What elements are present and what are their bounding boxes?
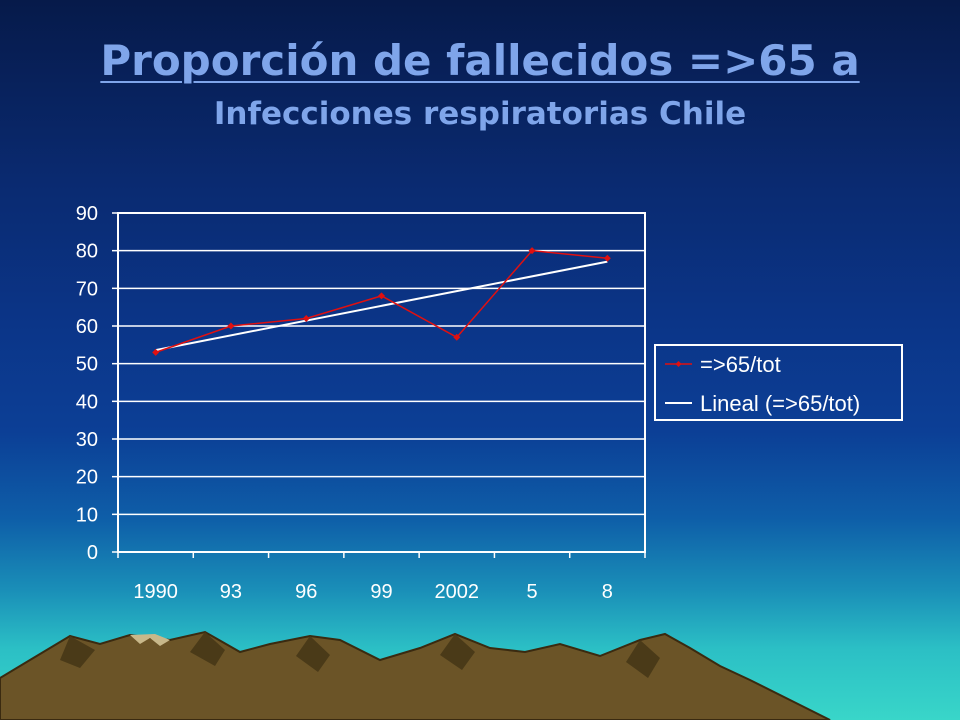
data-point (603, 254, 611, 262)
page-title-text: Proporción de fallecidos =>65 a (100, 36, 860, 85)
data-point (152, 348, 160, 356)
y-tick-label: 10 (76, 504, 98, 526)
mountain-shadow-5 (626, 640, 660, 678)
grid-lines (118, 249, 645, 516)
data-point (227, 322, 235, 330)
data-point (378, 292, 385, 300)
mountain-shadow-2 (190, 632, 225, 666)
y-tick-label: 90 (76, 203, 98, 225)
plot-area (117, 212, 646, 553)
axes: 0 10 20 30 40 50 60 70 80 90 1990 93 96 99 2002 5 8 (76, 203, 646, 603)
y-tick-label: 60 (76, 316, 98, 338)
data-point (528, 247, 536, 255)
line-chart: 0 10 20 30 40 50 60 70 80 90 1990 93 96 99 2002 5 8 =>65… (76, 203, 903, 603)
mountain-shadow-3 (296, 636, 330, 672)
y-tick-label: 40 (76, 391, 98, 413)
mountain-range (0, 630, 831, 720)
page-title: Proporción de fallecidos =>65 a (0, 36, 960, 85)
page-subtitle: Infecciones respiratorias Chile (213, 96, 747, 132)
x-tick-label: 5 (527, 581, 538, 603)
y-tick-label: 0 (87, 542, 98, 564)
x-tick-label: 99 (370, 581, 392, 603)
x-tick-label: 96 (295, 581, 317, 603)
legend-label-trend: Lineal (=>65/tot) (700, 391, 860, 416)
legend-series-marker (675, 361, 682, 367)
series (152, 247, 611, 356)
data-point (302, 314, 310, 322)
x-tick-label: 2002 (435, 581, 480, 603)
x-tick-label: 8 (602, 581, 613, 603)
mountain-shadow-1 (60, 636, 95, 668)
legend-box (654, 344, 903, 421)
legend-label-series: =>65/tot (700, 352, 781, 377)
mountain-shadow-4 (440, 634, 475, 670)
x-tick-label: 93 (220, 581, 242, 603)
legend: =>65/tot Lineal (=>65/tot) (654, 344, 903, 421)
y-tick-label: 70 (76, 278, 98, 300)
y-tick-label: 50 (76, 354, 98, 376)
x-tick-label: 1990 (133, 581, 178, 603)
trend-line (155, 260, 608, 352)
y-tick-label: 20 (76, 467, 98, 489)
y-tick-label: 30 (76, 429, 98, 451)
mountain-snow (130, 634, 170, 646)
mountains-illustration (0, 630, 831, 720)
data-point (453, 333, 461, 341)
y-tick-label: 80 (76, 241, 98, 263)
